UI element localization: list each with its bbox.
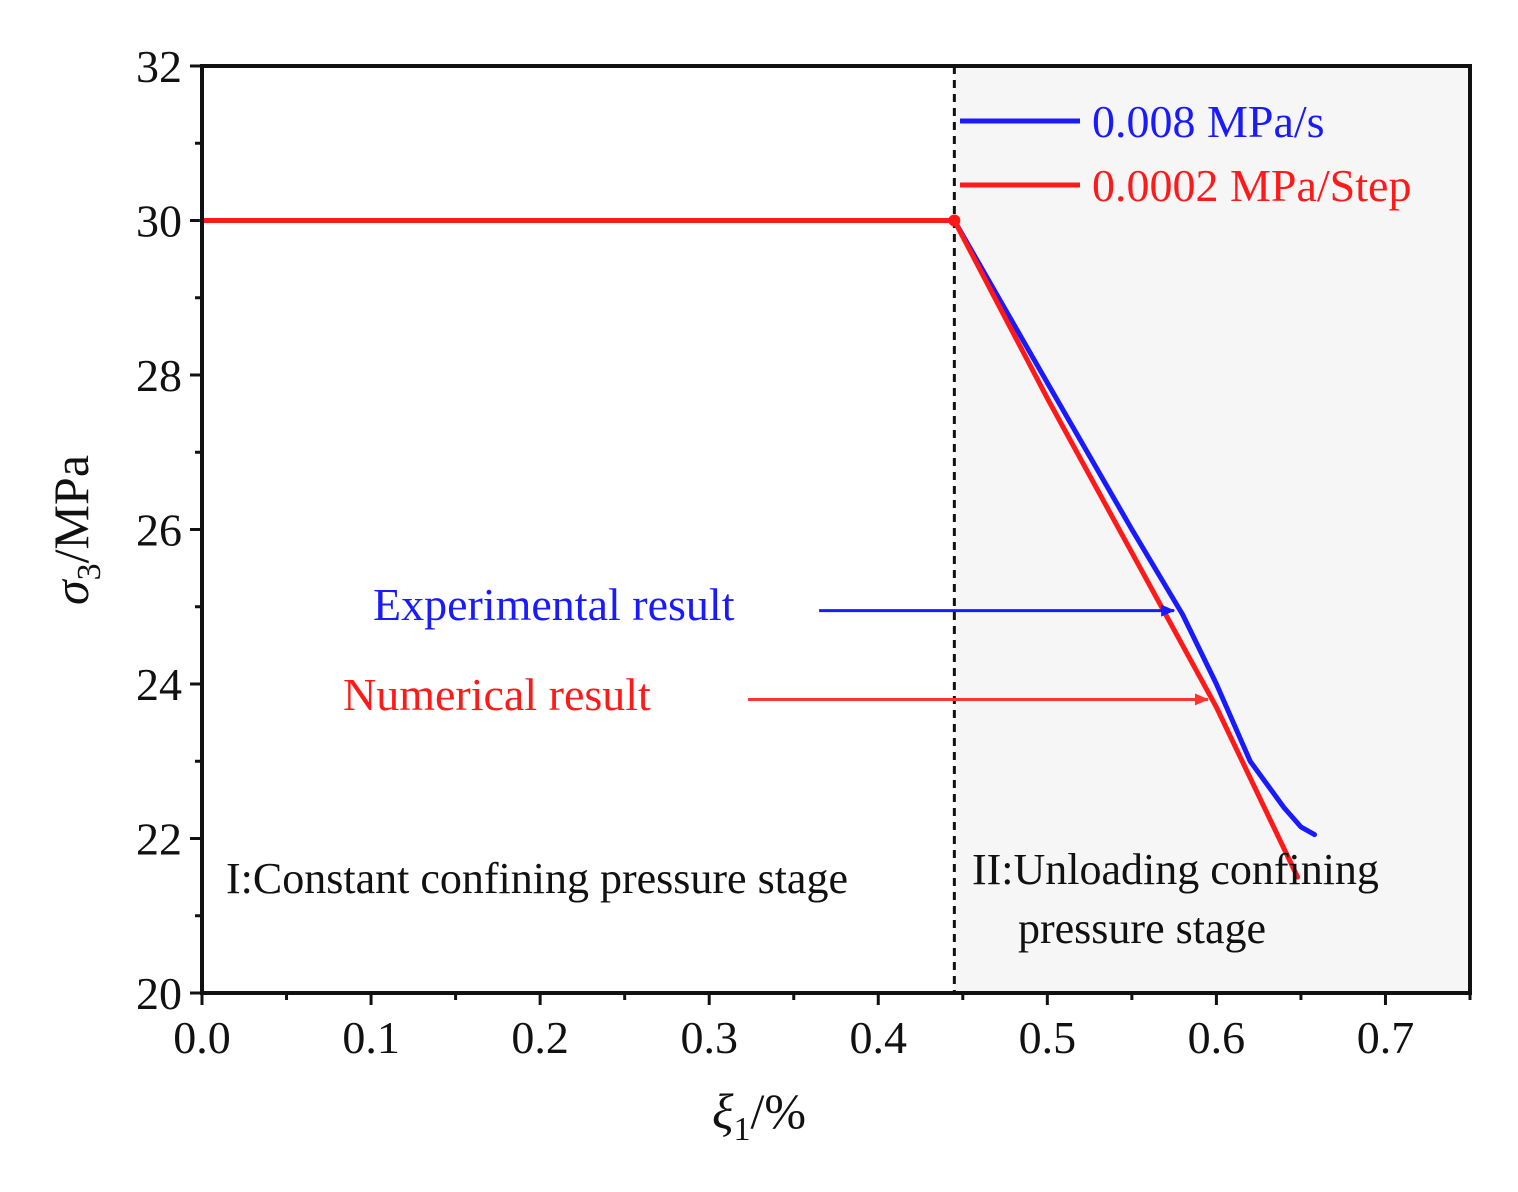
unloading-start-marker	[948, 214, 961, 227]
y-tick-label: 20	[136, 968, 182, 1019]
y-tick-label: 30	[136, 196, 182, 247]
x-tick-label: 0.5	[1019, 1012, 1077, 1063]
y-axis-subscript: 3	[71, 563, 108, 580]
legend-label-numerical: 0.0002 MPa/Step	[1092, 160, 1411, 211]
x-axis-suffix: /%	[750, 1083, 806, 1139]
legend: 0.008 MPa/s 0.0002 MPa/Step	[960, 96, 1411, 211]
y-axis-title: σ3/MPa	[43, 455, 108, 605]
stage-2-background	[954, 66, 1470, 993]
y-tick-label: 26	[136, 505, 182, 556]
series-line-experimental	[199, 218, 1317, 838]
series-line-numerical	[199, 218, 1301, 880]
x-tick-label: 0.4	[850, 1012, 908, 1063]
y-tick-label: 22	[136, 814, 182, 865]
x-tick-label: 0.0	[173, 1012, 231, 1063]
y-tick-label: 28	[136, 350, 182, 401]
x-tick-label: 0.6	[1188, 1012, 1246, 1063]
stage-2-label-line2: pressure stage	[1018, 904, 1266, 953]
x-tick-label: 0.3	[680, 1012, 738, 1063]
x-axis-title: ξ1/%	[712, 1083, 806, 1148]
x-tick-label: 0.7	[1357, 1012, 1415, 1063]
y-axis-suffix: /MPa	[43, 455, 99, 563]
annotation-experimental: Experimental result	[373, 579, 735, 630]
plot-frame	[200, 64, 1472, 995]
x-tick-label: 0.2	[511, 1012, 569, 1063]
stage-2-label-line1: II:Unloading confining	[972, 845, 1379, 894]
y-tick-label: 32	[136, 41, 182, 92]
y-axis-symbol: σ	[43, 578, 99, 605]
legend-label-experimental: 0.008 MPa/s	[1092, 96, 1325, 147]
y-tick-label: 24	[136, 659, 182, 710]
series-layer	[199, 218, 1317, 880]
stage-1-label: I:Constant confining pressure stage	[226, 854, 848, 903]
x-tick-label: 0.1	[342, 1012, 400, 1063]
x-axis-subscript: 1	[733, 1111, 750, 1148]
tick-labels: 0.0 0.1 0.2 0.3 0.4 0.5 0.6 0.7 20 22 24 26 28 30 32	[136, 41, 1414, 1063]
annotation-numerical: Numerical result	[343, 669, 651, 720]
x-axis-symbol: ξ	[712, 1083, 734, 1139]
